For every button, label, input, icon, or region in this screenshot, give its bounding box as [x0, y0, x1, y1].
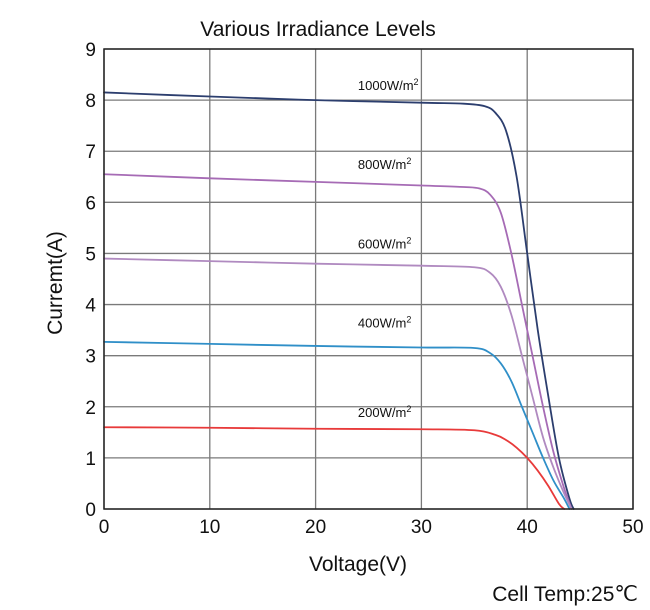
curve-label-600w: 600W/m2: [358, 235, 411, 251]
grid: [103, 48, 634, 510]
curve-labels: 1000W/m2 800W/m2 600W/m2 400W/m2 200W/m2: [358, 77, 419, 420]
curve-200w: [103, 426, 566, 510]
tick-labels: 0 10 20 30 40 50 0 1 2 3 4 5 6 7 8 9: [85, 40, 643, 538]
chart-title: Various Irradiance Levels: [200, 18, 435, 41]
x-tick-label-3: 30: [411, 517, 432, 538]
y-tick-label-6: 6: [85, 193, 96, 214]
y-tick-label-8: 8: [85, 91, 96, 112]
curve-label-1000w: 1000W/m2: [358, 77, 419, 93]
curve-label-400w: 400W/m2: [358, 315, 411, 331]
y-tick-label-1: 1: [85, 449, 96, 470]
curves: [103, 91, 575, 510]
y-tick-label-5: 5: [85, 244, 96, 265]
curve-label-800w: 800W/m2: [358, 156, 411, 172]
x-tick-label-0: 0: [99, 517, 110, 538]
x-tick-label-1: 10: [199, 517, 220, 538]
curve-label-200w: 200W/m2: [358, 404, 411, 420]
x-tick-label-4: 40: [517, 517, 538, 538]
curve-1000w: [103, 91, 575, 510]
curve-800w: [103, 173, 573, 510]
cell-temp-note: Cell Temp:25℃: [492, 583, 638, 606]
y-tick-label-2: 2: [85, 398, 96, 419]
y-tick-label-4: 4: [85, 296, 96, 317]
y-tick-label-9: 9: [85, 40, 96, 61]
x-tick-label-5: 50: [622, 517, 643, 538]
curve-400w: [103, 340, 571, 510]
y-tick-label-7: 7: [85, 142, 96, 163]
y-tick-label-3: 3: [85, 347, 96, 368]
y-tick-label-0: 0: [85, 500, 96, 521]
curve-600w: [103, 257, 573, 510]
y-axis-title: Curremt(A): [44, 231, 67, 335]
x-axis-title: Voltage(V): [309, 553, 407, 576]
plot-frame: [103, 48, 634, 510]
x-tick-label-2: 20: [305, 517, 326, 538]
